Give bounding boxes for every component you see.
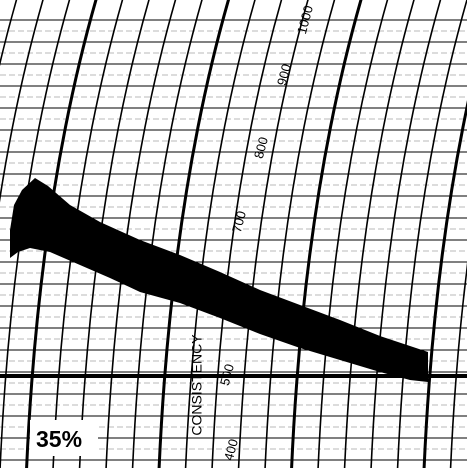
- scale-label: 400: [221, 437, 241, 462]
- grid-arc: [0, 0, 18, 67]
- grid-arc: [0, 0, 44, 203]
- grid-arc: [131, 0, 203, 468]
- axis-label: CONSISTENCY: [189, 334, 205, 436]
- grid-arc: [157, 0, 230, 468]
- grid-arc: [317, 0, 389, 468]
- grid-arc: [78, 0, 150, 468]
- label-box: [30, 420, 98, 456]
- grid-arc: [211, 0, 283, 468]
- grid-arc: [343, 0, 415, 468]
- grid-arc: [370, 0, 442, 468]
- grid-arc: [449, 262, 467, 468]
- scale-label: 800: [251, 135, 271, 160]
- grid-arc: [237, 0, 309, 468]
- grid-arc: [422, 100, 467, 468]
- scale-label: 1000: [294, 4, 316, 36]
- grid-arc: [396, 0, 467, 468]
- grid-arc: [290, 0, 363, 468]
- sample-label: 35%: [36, 426, 82, 452]
- grid-arc: [105, 0, 177, 468]
- scale-label: 600: [222, 283, 242, 308]
- scale-label: 500: [217, 362, 237, 387]
- scale-labels: 400 500 600 700 800 900 1000: [217, 4, 316, 462]
- scale-label: 700: [229, 209, 249, 234]
- trace-band: [10, 178, 428, 382]
- grid-arc: [184, 0, 256, 468]
- scale-label: 900: [274, 62, 294, 87]
- grid-arc: [264, 0, 336, 468]
